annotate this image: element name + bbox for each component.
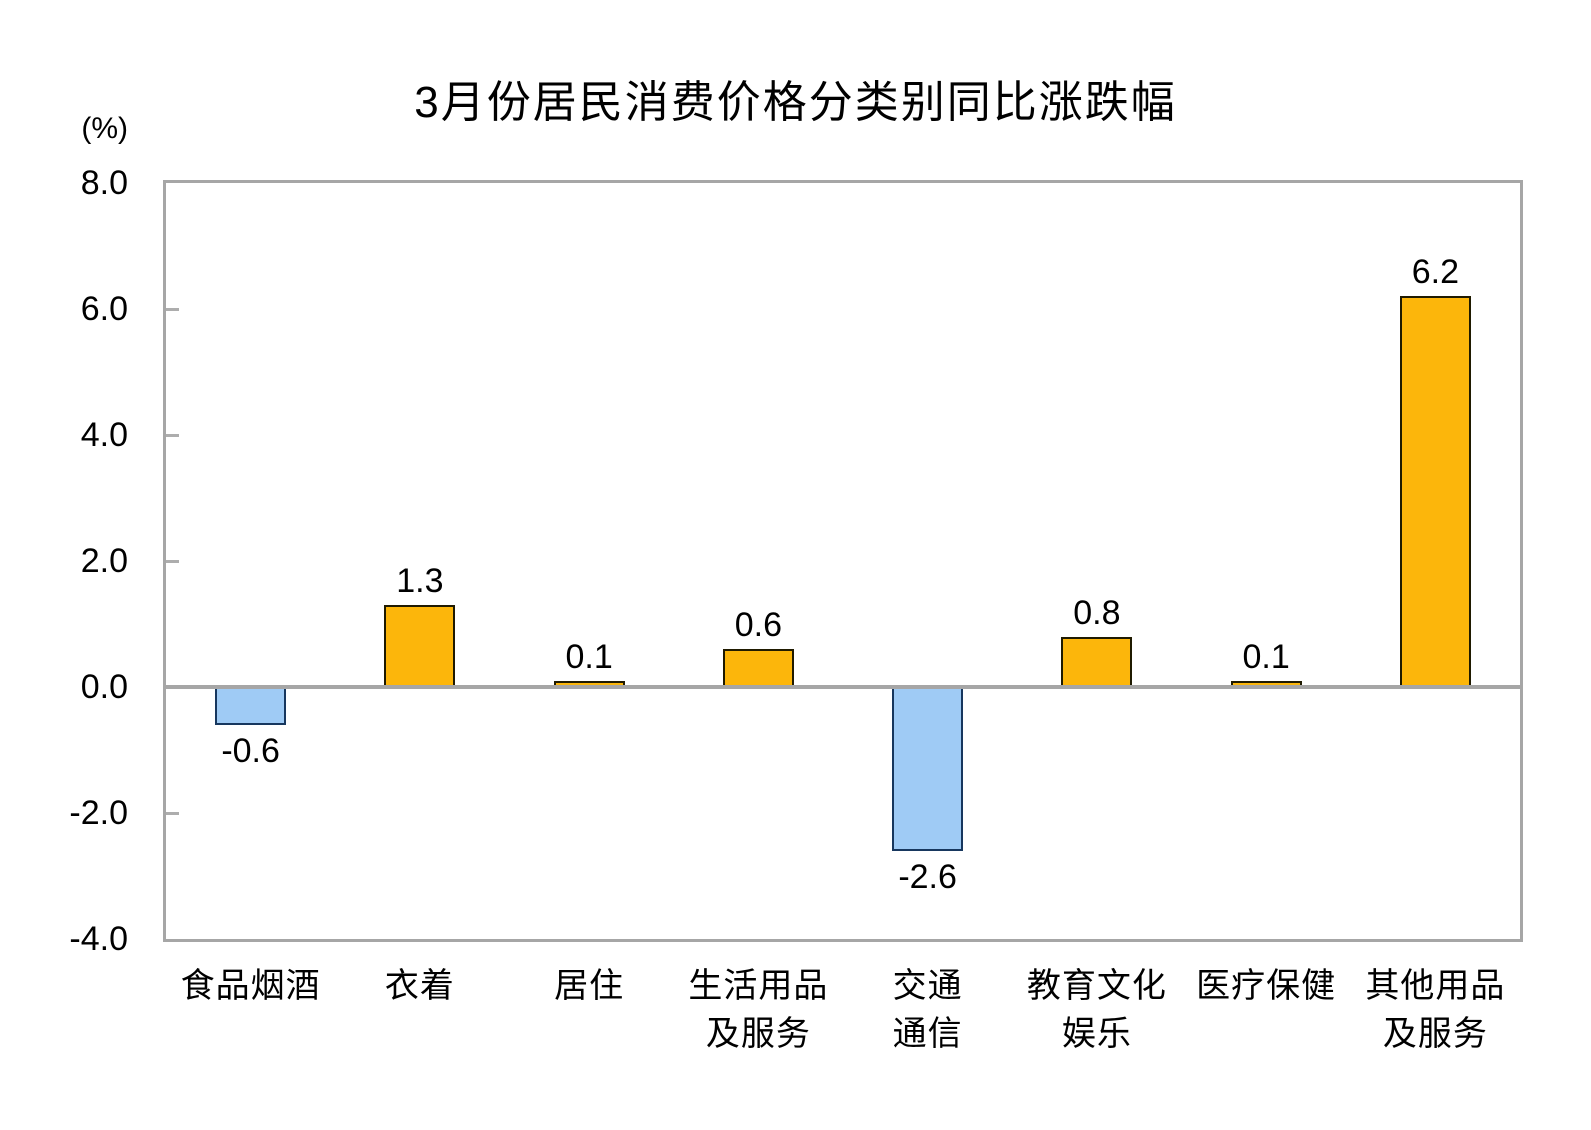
bar-8 (1399, 296, 1471, 687)
x-axis-labels: 食品烟酒 衣着 居住 生活用品 及服务 交通 通信 教育文化 娱乐 医疗保健 其他用品 及服务 (166, 962, 1520, 1092)
y-axis-tick (166, 434, 179, 437)
bar-5 (892, 687, 964, 851)
plot-area: -0.6 1.3 0.1 0.6 -2.6 0.8 0.1 6.2 (163, 180, 1523, 942)
bar-value-label: -0.6 (221, 731, 280, 770)
bar-value-label: 6.2 (1411, 253, 1459, 292)
x-axis-category-label: 医疗保健 (1196, 967, 1337, 1005)
bar-2 (384, 605, 456, 687)
x-axis-category-label: 教育文化 娱乐 (1026, 967, 1167, 1053)
zero-axis-line (166, 685, 1520, 689)
bar-value-label: 0.1 (1242, 637, 1290, 676)
bar-6 (1061, 636, 1133, 687)
bar-value-label: 1.3 (396, 562, 444, 601)
bar-value-label: -2.6 (898, 857, 957, 896)
bar-value-label: 0.8 (1073, 593, 1121, 632)
x-axis-category-label: 食品烟酒 (180, 967, 321, 1005)
y-axis-tick-label: 8.0 (80, 164, 128, 202)
y-axis-tick (166, 812, 179, 815)
x-axis-category-label: 衣着 (384, 967, 455, 1005)
y-axis-labels: 8.0 6.0 4.0 2.0 0.0 -2.0 -4.0 (0, 166, 128, 956)
y-axis-tick-label: 4.0 (80, 416, 128, 454)
y-axis-tick-label: -2.0 (69, 794, 128, 832)
bar-4 (722, 649, 794, 687)
y-axis-tick-label: 6.0 (80, 290, 128, 328)
y-axis-tick-label: 2.0 (80, 542, 128, 580)
y-axis-unit-label: (%) (81, 112, 128, 145)
x-axis-category-label: 交通 通信 (892, 967, 963, 1053)
bar-value-label: 0.1 (565, 637, 613, 676)
x-axis-category-label: 其他用品 及服务 (1365, 967, 1506, 1053)
y-axis-tick-label: -4.0 (69, 920, 128, 958)
y-axis-tick (166, 308, 179, 311)
y-axis-tick-label: 0.0 (80, 668, 128, 706)
x-axis-category-label: 居住 (554, 967, 625, 1005)
x-axis-category-label: 生活用品 及服务 (688, 967, 829, 1053)
bar-1 (215, 687, 287, 725)
bar-value-label: 0.6 (734, 606, 782, 645)
chart-title: 3月份居民消费价格分类别同比涨跌幅 (414, 78, 1177, 127)
y-axis-tick (166, 560, 179, 563)
